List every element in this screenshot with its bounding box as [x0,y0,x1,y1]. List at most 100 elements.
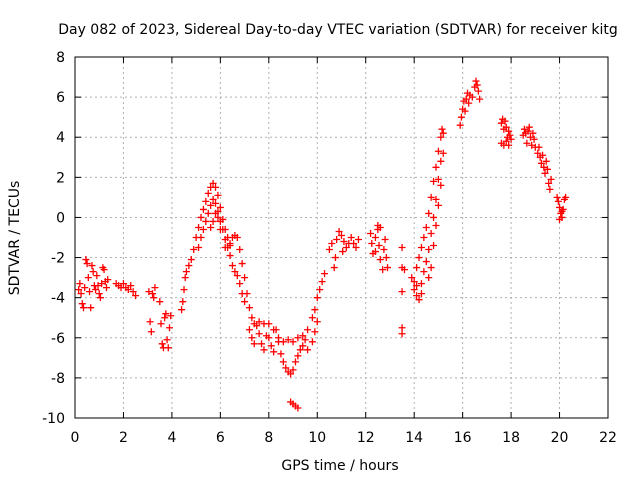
data-point [132,292,140,300]
data-point [434,175,442,183]
data-point [425,209,433,217]
y-tick-label: 2 [56,170,65,186]
data-point [339,248,347,256]
data-point [542,157,550,165]
data-point [342,244,350,252]
data-point [415,296,423,304]
data-point [534,149,542,157]
data-point [304,326,312,334]
data-point [199,205,207,213]
data-point [187,256,195,264]
data-point [245,304,253,312]
plot-frame [74,56,609,419]
data-point [209,217,217,225]
data-point [93,272,101,280]
x-tick-label: 16 [454,430,472,446]
data-point [226,252,234,260]
data-point [287,370,295,378]
data-point [457,113,465,121]
data-point [301,336,309,344]
data-point [195,244,203,252]
data-point [472,77,480,85]
data-point [212,209,220,217]
data-point [289,366,297,374]
data-point [216,225,224,233]
data-point [437,133,445,141]
data-point [420,268,428,276]
data-point [209,195,217,203]
data-point [350,240,358,248]
data-point [528,141,536,149]
data-point [299,332,307,340]
x-tick-label: 10 [308,430,326,446]
data-point [147,328,155,336]
data-point [294,404,302,412]
data-point [204,189,212,197]
data-point [265,320,273,328]
data-point [89,268,97,276]
data-points [75,77,570,412]
data-point [413,282,421,290]
data-point [413,292,421,300]
data-point [539,151,547,159]
data-point [381,236,389,244]
data-point [212,183,220,191]
data-point [321,270,329,278]
data-point [279,338,287,346]
data-point [439,149,447,157]
data-point [181,274,189,282]
data-point [221,236,229,244]
data-point [434,147,442,155]
data-point [473,81,481,89]
data-point [540,163,548,171]
y-tick-label: 0 [56,210,65,226]
data-point [231,268,239,276]
data-point [415,254,423,262]
data-point [151,284,159,292]
data-point [214,191,222,199]
x-tick-label: 22 [599,430,617,446]
data-point [526,133,534,141]
data-point [161,314,169,322]
data-point [216,203,224,211]
data-point [76,280,84,288]
data-point [199,225,207,233]
data-point [554,197,562,205]
data-point [248,314,256,322]
data-point [250,320,258,328]
data-point [461,107,469,115]
data-point [270,326,278,334]
data-point [98,280,106,288]
data-point [275,334,283,342]
data-point [248,334,256,342]
data-point [430,213,438,221]
y-tick-label: -4 [51,291,65,307]
x-tick-label: 18 [502,430,520,446]
data-point [505,127,513,135]
x-tick-label: 4 [167,430,176,446]
data-point [265,334,273,342]
data-point [82,256,90,264]
data-point [410,278,418,286]
data-point [558,207,566,215]
data-point [207,201,215,209]
data-point [279,358,287,366]
data-point [375,242,383,250]
y-tick-label: -8 [51,371,65,387]
data-point [354,236,362,244]
x-tick-label: 8 [264,430,273,446]
data-point [311,328,319,336]
y-tick-label: 6 [56,90,65,106]
data-point [156,298,164,306]
data-point [318,278,326,286]
data-point [417,290,425,298]
data-point [333,236,341,244]
data-point [145,288,153,296]
data-point [94,282,102,290]
data-point [81,284,89,292]
data-point [420,234,428,241]
data-point [384,264,392,272]
data-point [233,272,241,280]
data-point [430,177,438,185]
data-point [313,318,321,326]
